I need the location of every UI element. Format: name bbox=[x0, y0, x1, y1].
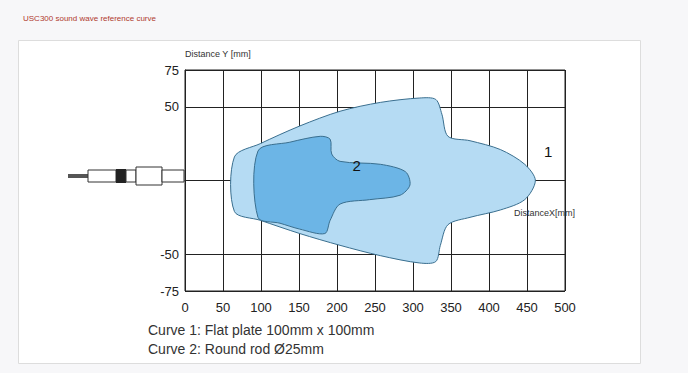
svg-text:50: 50 bbox=[216, 300, 230, 315]
svg-text:450: 450 bbox=[516, 300, 538, 315]
svg-text:500: 500 bbox=[554, 300, 576, 315]
svg-text:-75: -75 bbox=[160, 284, 179, 299]
svg-text:2: 2 bbox=[353, 157, 361, 174]
svg-text:1: 1 bbox=[544, 143, 552, 160]
svg-text:75: 75 bbox=[165, 63, 179, 78]
svg-text:Curve 1: Flat plate 100mm x 10: Curve 1: Flat plate 100mm x 100mm bbox=[148, 322, 374, 338]
svg-text:250: 250 bbox=[364, 300, 386, 315]
svg-text:400: 400 bbox=[478, 300, 500, 315]
svg-text:300: 300 bbox=[402, 300, 424, 315]
svg-text:200: 200 bbox=[326, 300, 348, 315]
svg-text:100: 100 bbox=[250, 300, 272, 315]
svg-text:Distance Y [mm]: Distance Y [mm] bbox=[185, 49, 251, 59]
svg-text:150: 150 bbox=[288, 300, 310, 315]
svg-text:0: 0 bbox=[181, 300, 188, 315]
svg-text:50: 50 bbox=[165, 99, 179, 114]
svg-text:Curve 2: Round rod Ø25mm: Curve 2: Round rod Ø25mm bbox=[148, 341, 324, 357]
svg-text:USC300 sound wave reference cu: USC300 sound wave reference curve bbox=[23, 14, 157, 23]
svg-text:350: 350 bbox=[440, 300, 462, 315]
svg-text:-50: -50 bbox=[160, 247, 179, 262]
svg-text:DistanceX[mm]: DistanceX[mm] bbox=[514, 208, 575, 218]
